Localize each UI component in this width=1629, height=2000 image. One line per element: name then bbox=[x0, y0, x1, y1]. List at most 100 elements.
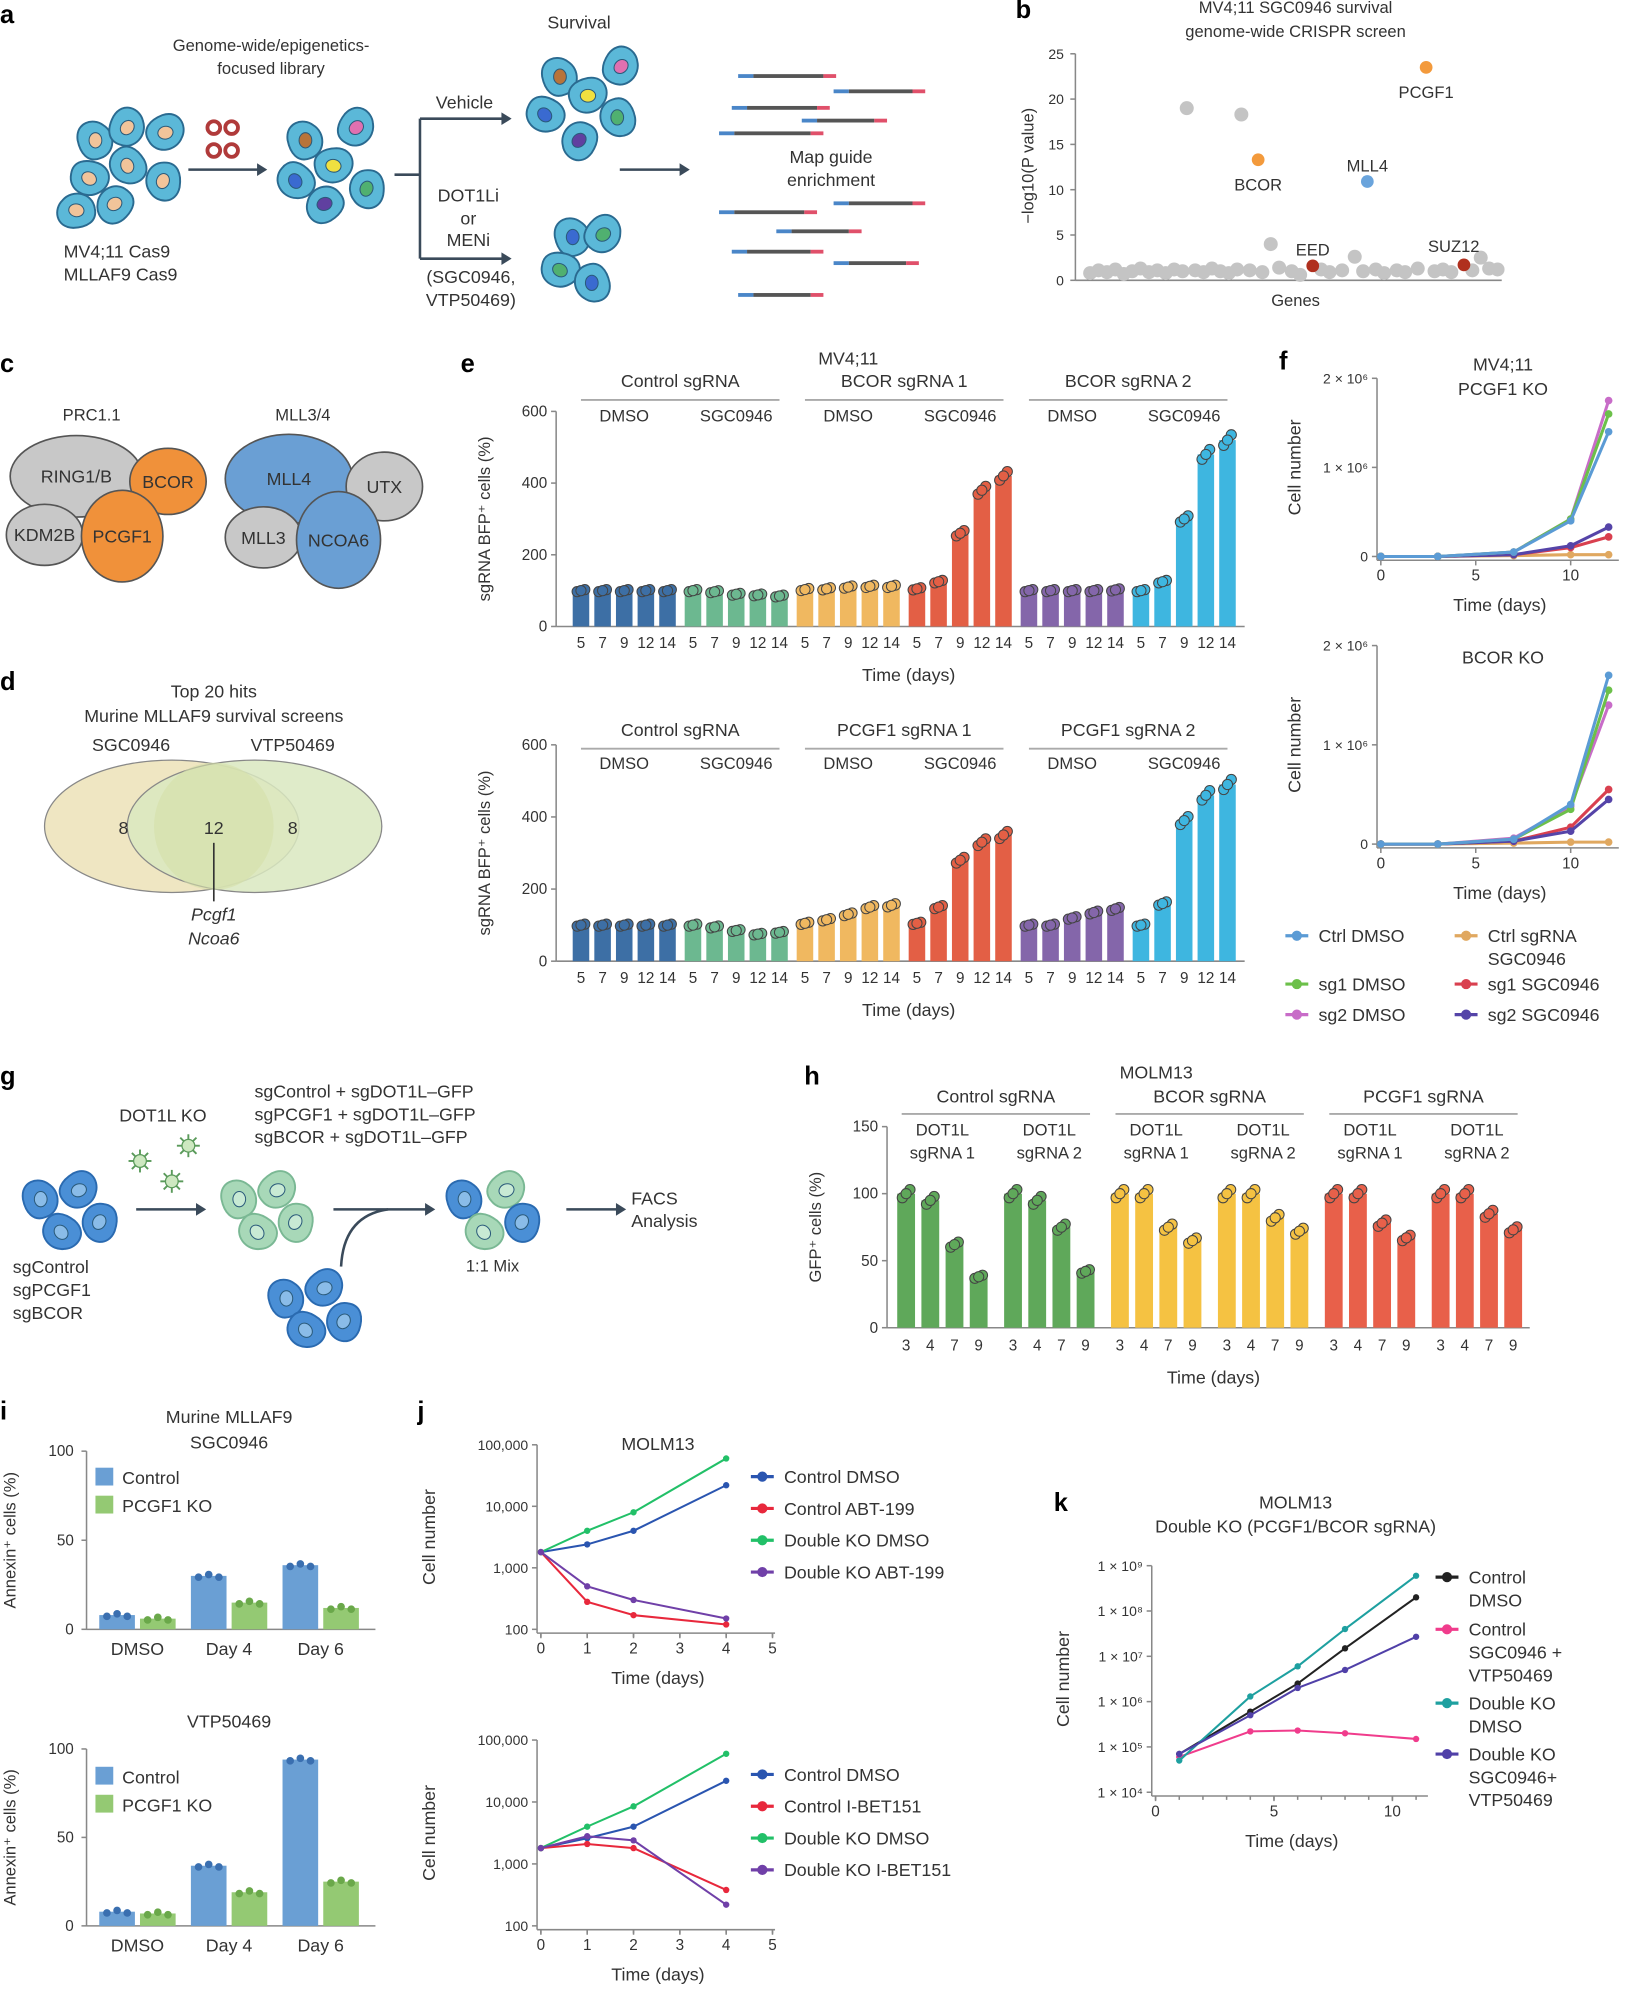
data-point bbox=[722, 1482, 730, 1489]
replicate-point bbox=[1186, 1234, 1199, 1247]
replicate-point bbox=[153, 1613, 162, 1622]
x-tick-label: 10 bbox=[1562, 568, 1579, 585]
x-tick-label: 3 bbox=[676, 1641, 685, 1658]
y-tick-label: 100,000 bbox=[478, 1437, 529, 1453]
guide-segment bbox=[817, 105, 830, 110]
replicate-point bbox=[1178, 814, 1190, 827]
x-tick-label: 12 bbox=[973, 970, 990, 987]
bar bbox=[930, 581, 947, 627]
data-point bbox=[1341, 1645, 1349, 1652]
replicate-point bbox=[911, 583, 923, 595]
y-tick-label: 1 × 10⁵ bbox=[1098, 1739, 1143, 1755]
data-point bbox=[722, 1886, 730, 1894]
x-axis-label: Time (days) bbox=[862, 1000, 955, 1020]
bar bbox=[973, 490, 991, 627]
y-tick-label: 10,000 bbox=[485, 1498, 528, 1514]
replicate-point bbox=[661, 919, 674, 931]
cell-icon bbox=[277, 1202, 314, 1243]
bar bbox=[908, 588, 926, 627]
cell-line-label: MLLAF9 Cas9 bbox=[64, 264, 178, 284]
x-tick-label: 5 bbox=[1270, 1803, 1279, 1820]
bar bbox=[969, 1276, 988, 1328]
y-axis-label: −log10(P value) bbox=[1018, 108, 1037, 224]
replicate-point bbox=[997, 829, 1010, 841]
x-tick-label: Day 4 bbox=[206, 1935, 253, 1955]
x-tick-label: 14 bbox=[995, 635, 1012, 652]
bar bbox=[323, 1881, 359, 1926]
panel-label-b: b bbox=[1016, 0, 1032, 24]
y-axis-label: Annexin⁺ cells (%) bbox=[0, 1769, 19, 1905]
data-point bbox=[1566, 541, 1575, 550]
x-tick-label: 3 bbox=[902, 1338, 911, 1355]
data-point bbox=[722, 1777, 730, 1784]
bar bbox=[706, 926, 723, 962]
cell-icon bbox=[599, 97, 637, 137]
data-point bbox=[1294, 1663, 1301, 1670]
x-tick-label: 4 bbox=[1033, 1338, 1042, 1355]
x-tick-label: 5 bbox=[1137, 635, 1146, 652]
virus-icon bbox=[205, 119, 223, 136]
cell-icon bbox=[56, 192, 97, 229]
point-label: PCGF1 bbox=[1399, 83, 1454, 102]
bar bbox=[190, 1865, 227, 1926]
data-point bbox=[1175, 264, 1190, 279]
treatment-label: DMSO bbox=[599, 754, 649, 773]
chart-title: BCOR KO bbox=[1462, 647, 1544, 667]
group-header: Control sgRNA bbox=[937, 1086, 1056, 1106]
series-line bbox=[540, 1484, 727, 1554]
data-point-pcgf1 bbox=[1419, 61, 1433, 74]
facs-label: FACS bbox=[631, 1188, 678, 1208]
legend-label: Double KO DMSO bbox=[784, 1531, 929, 1551]
cell-icon bbox=[96, 185, 135, 225]
x-tick-label: 2 bbox=[629, 1937, 638, 1954]
subunit-label: MLL4 bbox=[267, 469, 312, 489]
x-tick-label: 9 bbox=[1068, 970, 1077, 987]
data-point bbox=[1566, 800, 1575, 809]
bar bbox=[839, 587, 857, 627]
subunit-pcgf1 bbox=[80, 489, 164, 583]
group-header: PCGF1 sgRNA bbox=[1363, 1086, 1484, 1106]
drug-label: DOT1Li bbox=[438, 185, 499, 205]
data-point bbox=[584, 1541, 591, 1548]
legend-label: Control ABT-199 bbox=[784, 1499, 915, 1519]
x-tick-label: Day 6 bbox=[297, 1935, 344, 1955]
treatment-label: DMSO bbox=[823, 407, 873, 426]
guide-segment bbox=[801, 118, 818, 123]
nucleus bbox=[106, 196, 123, 212]
replicate-point bbox=[924, 1194, 936, 1206]
guide-segment bbox=[874, 118, 888, 123]
replicate-point bbox=[1031, 1194, 1043, 1206]
series-line bbox=[1380, 674, 1611, 846]
nucleus bbox=[288, 173, 303, 189]
bar bbox=[659, 925, 676, 962]
x-tick-label: 9 bbox=[956, 970, 965, 987]
bar bbox=[684, 925, 702, 962]
group-header: BCOR sgRNA 1 bbox=[841, 371, 968, 391]
data-point bbox=[1433, 840, 1442, 848]
replicate-point bbox=[973, 1271, 985, 1283]
x-tick-label: 14 bbox=[1107, 635, 1124, 652]
bar bbox=[995, 475, 1012, 627]
treatment-label: SGC0946 bbox=[924, 407, 997, 426]
cell-icon bbox=[286, 120, 324, 161]
cell-icon bbox=[145, 113, 185, 151]
nucleus bbox=[571, 132, 587, 148]
bar bbox=[139, 1618, 176, 1630]
cell-icon bbox=[445, 1179, 483, 1220]
y-axis-label: Cell number bbox=[1053, 1631, 1073, 1727]
replicate-point bbox=[997, 470, 1010, 482]
data-point bbox=[1433, 552, 1442, 561]
replicate-point bbox=[954, 854, 966, 866]
bar bbox=[1028, 1200, 1047, 1328]
x-tick-label: 3 bbox=[1116, 1338, 1125, 1355]
data-point bbox=[537, 1548, 545, 1556]
data-point bbox=[1255, 265, 1270, 280]
bar bbox=[861, 586, 879, 627]
x-tick-label: 9 bbox=[1180, 635, 1189, 652]
replicate-point bbox=[103, 1909, 111, 1917]
data-point bbox=[1294, 1680, 1301, 1687]
data-point bbox=[1410, 261, 1425, 276]
guide-segment bbox=[719, 131, 735, 136]
bar bbox=[1052, 1227, 1071, 1328]
arrowhead-icon bbox=[679, 163, 690, 176]
